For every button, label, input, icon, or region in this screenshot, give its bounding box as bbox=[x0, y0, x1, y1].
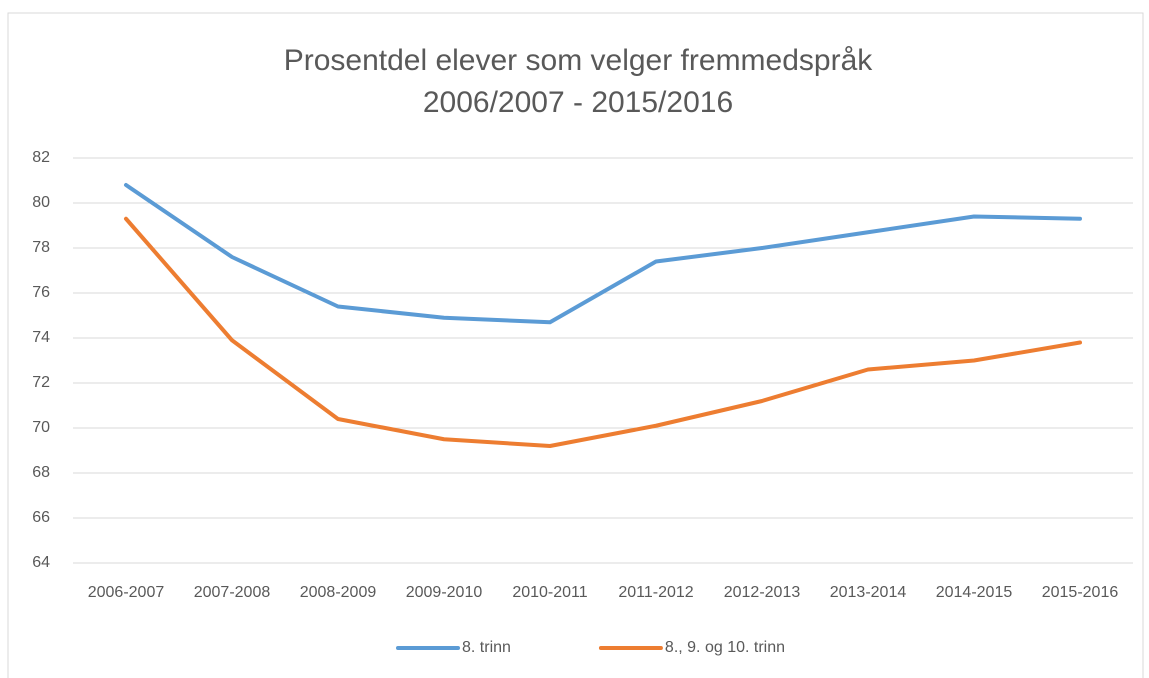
chart-title: Prosentdel elever som velger fremmedsprå… bbox=[284, 44, 874, 77]
y-tick-label: 78 bbox=[32, 239, 50, 256]
x-tick-label: 2012-2013 bbox=[724, 584, 801, 601]
y-tick-label: 64 bbox=[32, 554, 50, 571]
x-tick-label: 2009-2010 bbox=[406, 584, 483, 601]
chart-frame bbox=[7, 12, 1144, 678]
series-line bbox=[124, 183, 1082, 325]
y-tick-label: 72 bbox=[32, 374, 50, 391]
y-tick-label: 74 bbox=[32, 329, 50, 346]
y-tick-label: 70 bbox=[32, 419, 50, 436]
x-tick-label: 2014-2015 bbox=[936, 584, 1013, 601]
y-tick-label: 68 bbox=[32, 464, 50, 481]
chart-subtitle: 2006/2007 - 2015/2016 bbox=[423, 86, 733, 119]
legend-label: 8. trinn bbox=[462, 639, 511, 656]
x-tick-label: 2011-2012 bbox=[618, 584, 693, 601]
x-tick-label: 2007-2008 bbox=[194, 584, 271, 601]
legend-label: 8., 9. og 10. trinn bbox=[665, 639, 785, 656]
y-tick-label: 82 bbox=[32, 149, 50, 166]
series-line bbox=[124, 216, 1082, 448]
x-tick-label: 2006-2007 bbox=[88, 584, 165, 601]
x-tick-label: 2008-2009 bbox=[300, 584, 377, 601]
x-tick-label: 2010-2011 bbox=[512, 584, 587, 601]
x-tick-label: 2013-2014 bbox=[830, 584, 907, 601]
x-tick-label: 2015-2016 bbox=[1042, 584, 1119, 601]
y-tick-label: 66 bbox=[32, 509, 50, 526]
y-tick-label: 76 bbox=[32, 284, 50, 301]
y-tick-label: 80 bbox=[32, 194, 50, 211]
